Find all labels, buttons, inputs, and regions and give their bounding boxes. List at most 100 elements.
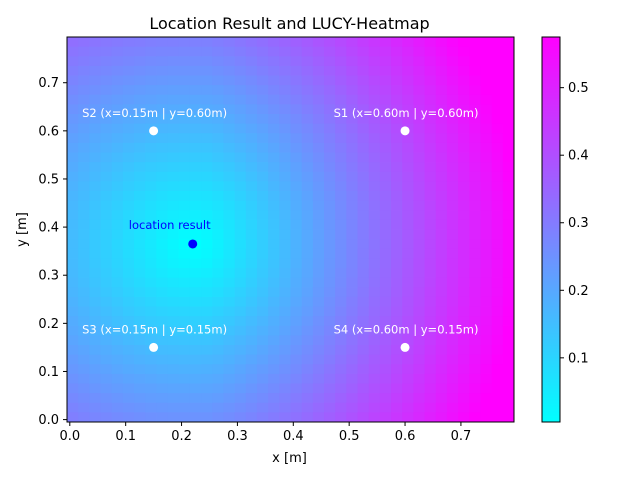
heatmap-cell xyxy=(212,335,225,346)
heatmap-cell xyxy=(312,402,325,413)
heatmap-cell xyxy=(212,316,225,327)
heatmap-cell xyxy=(122,316,135,327)
heatmap-cell xyxy=(167,104,180,115)
heatmap-cell xyxy=(279,114,292,125)
heatmap-cell xyxy=(178,248,191,259)
heatmap-cell xyxy=(402,354,415,365)
heatmap-cell xyxy=(435,94,448,105)
heatmap-cell xyxy=(346,296,359,308)
heatmap-cell xyxy=(413,65,426,77)
heatmap-cell xyxy=(469,402,482,413)
heatmap-cell xyxy=(413,75,426,86)
heatmap-cell xyxy=(469,258,482,269)
x-tick-label: 0.5 xyxy=(339,429,360,444)
heatmap-cell xyxy=(89,325,102,336)
heatmap-cell xyxy=(324,316,336,327)
heatmap-cell xyxy=(480,373,493,385)
heatmap-cell xyxy=(312,277,325,288)
heatmap-cell xyxy=(435,345,448,356)
heatmap-cell xyxy=(480,287,493,298)
heatmap-cell xyxy=(301,191,314,202)
heatmap-cell xyxy=(290,287,303,298)
heatmap-cell xyxy=(245,277,258,288)
heatmap-cell xyxy=(413,412,426,422)
heatmap-cell xyxy=(212,133,225,144)
heatmap-cell xyxy=(491,210,504,221)
heatmap-cell xyxy=(156,210,169,221)
heatmap-cell xyxy=(491,412,504,422)
heatmap-cell xyxy=(446,287,459,298)
heatmap-cell xyxy=(491,402,504,413)
heatmap-cell xyxy=(78,133,90,144)
heatmap-cell xyxy=(458,94,470,105)
heatmap-cell xyxy=(480,248,493,259)
heatmap-cell xyxy=(413,56,426,67)
heatmap-cell xyxy=(379,306,392,317)
heatmap-cell xyxy=(78,104,90,115)
heatmap-cell xyxy=(435,354,448,365)
heatmap-cell xyxy=(279,412,292,422)
heatmap-cell xyxy=(167,37,180,48)
heatmap-cell xyxy=(256,219,269,231)
heatmap-cell xyxy=(122,393,135,404)
heatmap-cell xyxy=(458,345,470,356)
heatmap-cell xyxy=(212,239,225,250)
heatmap-cell xyxy=(357,133,370,144)
heatmap-cell xyxy=(89,306,102,317)
heatmap-cell xyxy=(324,200,336,211)
heatmap-cell xyxy=(368,335,381,346)
heatmap-cell xyxy=(290,46,303,57)
heatmap-cell xyxy=(379,268,392,279)
heatmap-cell xyxy=(78,393,90,404)
heatmap-cell xyxy=(335,94,347,105)
heatmap-cell xyxy=(413,123,426,134)
heatmap-cell xyxy=(212,364,225,375)
heatmap-cell xyxy=(480,46,493,57)
heatmap-cell xyxy=(502,373,514,385)
heatmap-cell xyxy=(67,123,79,134)
heatmap-cell xyxy=(89,258,102,269)
heatmap-cell xyxy=(189,287,202,298)
heatmap-cell xyxy=(223,412,236,422)
heatmap-cell xyxy=(458,402,470,413)
sensor-point xyxy=(400,126,410,136)
heatmap-cell xyxy=(89,219,102,231)
heatmap-cell xyxy=(67,383,79,394)
heatmap-cell xyxy=(122,229,135,240)
heatmap-cell xyxy=(491,114,504,125)
heatmap-cell xyxy=(301,200,314,211)
heatmap-cell xyxy=(122,383,135,394)
heatmap-cell xyxy=(435,210,448,221)
heatmap-cell xyxy=(424,239,437,250)
heatmap-cell xyxy=(67,181,79,192)
heatmap-cell xyxy=(346,316,359,327)
heatmap-cell xyxy=(290,412,303,422)
heatmap-cell xyxy=(391,354,403,365)
heatmap-cell xyxy=(178,306,191,317)
heatmap-cell xyxy=(100,412,113,422)
heatmap-cell xyxy=(312,181,325,192)
heatmap-cell xyxy=(324,56,336,67)
heatmap-cell xyxy=(379,133,392,144)
heatmap-cell xyxy=(268,37,280,48)
heatmap-cell xyxy=(391,181,403,192)
heatmap-cell xyxy=(111,37,124,48)
heatmap-cell xyxy=(424,364,437,375)
heatmap-cell xyxy=(167,200,180,211)
heatmap-cell xyxy=(145,268,158,279)
heatmap-cell xyxy=(368,142,381,154)
heatmap-cell xyxy=(100,258,113,269)
heatmap-cell xyxy=(301,393,314,404)
heatmap-cell xyxy=(335,210,347,221)
heatmap-cell xyxy=(212,258,225,269)
heatmap-cell xyxy=(346,133,359,144)
heatmap-cell xyxy=(301,345,314,356)
heatmap-cell xyxy=(100,373,113,385)
heatmap-cell xyxy=(279,56,292,67)
heatmap-cell xyxy=(379,191,392,202)
heatmap-cell xyxy=(78,306,90,317)
heatmap-cell xyxy=(413,171,426,182)
heatmap-cell xyxy=(446,104,459,115)
heatmap-cell xyxy=(189,306,202,317)
heatmap-cell xyxy=(268,373,280,385)
